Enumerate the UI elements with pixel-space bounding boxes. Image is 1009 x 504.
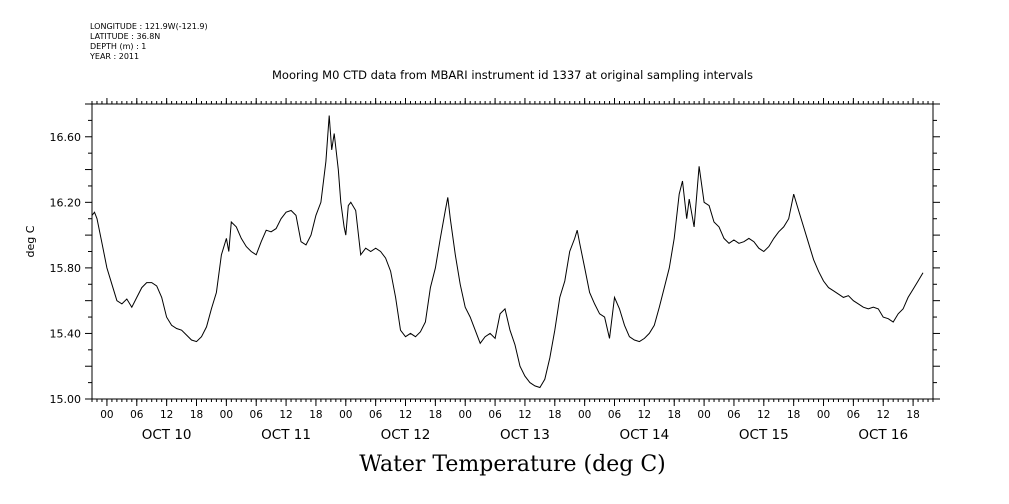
x-tick-label: 18: [668, 409, 681, 421]
x-tick-label: 12: [160, 409, 173, 421]
x-tick-label: 18: [548, 409, 561, 421]
x-tick-label: 06: [608, 409, 622, 421]
chart-title: Mooring M0 CTD data from MBARI instrumen…: [272, 68, 753, 82]
y-axis-label: deg C: [24, 225, 37, 257]
x-tick-label: 00: [578, 409, 591, 421]
x-tick-label: 06: [130, 409, 144, 421]
x-tick-label: 00: [220, 409, 233, 421]
x-tick-label: 18: [906, 409, 919, 421]
x-tick-label: 12: [279, 409, 292, 421]
y-axis: 15.00 15.40 15.80 16.20 16.60: [50, 103, 940, 406]
x-tick-label: 06: [847, 409, 861, 421]
x-day-label: OCT 12: [381, 427, 431, 443]
x-tick-label: 06: [250, 409, 264, 421]
longitude-label: LONGITUDE : 121.9W(-121.9): [90, 22, 208, 31]
metadata-block: LONGITUDE : 121.9W(-121.9) LATITUDE : 36…: [90, 22, 208, 62]
x-tick-label: 00: [459, 409, 472, 421]
year-label: YEAR : 2011: [90, 52, 140, 61]
y-tick-label: 15.00: [50, 393, 82, 406]
figure-footer-title: Water Temperature (deg C): [359, 452, 666, 477]
x-tick-label: 00: [339, 409, 352, 421]
x-day-label: OCT 11: [261, 427, 311, 443]
x-tick-label: 00: [817, 409, 830, 421]
x-day-label: OCT 13: [500, 427, 550, 443]
x-day-label: OCT 16: [858, 427, 908, 443]
x-tick-label: 12: [877, 409, 890, 421]
x-tick-label: 06: [369, 409, 383, 421]
x-tick-label: 18: [190, 409, 203, 421]
x-tick-label: 00: [100, 409, 113, 421]
x-tick-label: 06: [727, 409, 741, 421]
x-day-label: OCT 14: [619, 427, 669, 443]
x-tick-label: 18: [429, 409, 442, 421]
latitude-label: LATITUDE : 36.8N: [90, 32, 161, 41]
y-tick-label: 16.20: [50, 196, 82, 209]
y-tick-label: 16.60: [50, 131, 82, 144]
y-tick-label: 15.80: [50, 262, 82, 275]
water-temperature-series-line: [91, 115, 924, 389]
y-tick-label: 15.40: [50, 327, 82, 340]
x-tick-label: 12: [399, 409, 412, 421]
x-tick-label: 18: [309, 409, 322, 421]
plot-frame: [91, 103, 934, 400]
x-tick-label: 12: [638, 409, 651, 421]
x-day-label: OCT 15: [739, 427, 789, 443]
x-tick-label: 00: [697, 409, 710, 421]
depth-label: DEPTH (m) : 1: [90, 42, 147, 51]
x-day-label: OCT 10: [142, 427, 192, 443]
x-tick-label: 18: [787, 409, 800, 421]
x-tick-label: 06: [488, 409, 502, 421]
x-tick-label: 12: [518, 409, 531, 421]
x-axis: 00 06 12 18 00 06 12 18 00 06 12 18 00 06 12 18 00 06 12 18…: [91, 98, 934, 443]
temperature-line-chart: 15.00 15.40 15.80 16.20 16.60 00 06 12 18 00 06 12…: [24, 98, 940, 443]
x-tick-label: 12: [757, 409, 770, 421]
